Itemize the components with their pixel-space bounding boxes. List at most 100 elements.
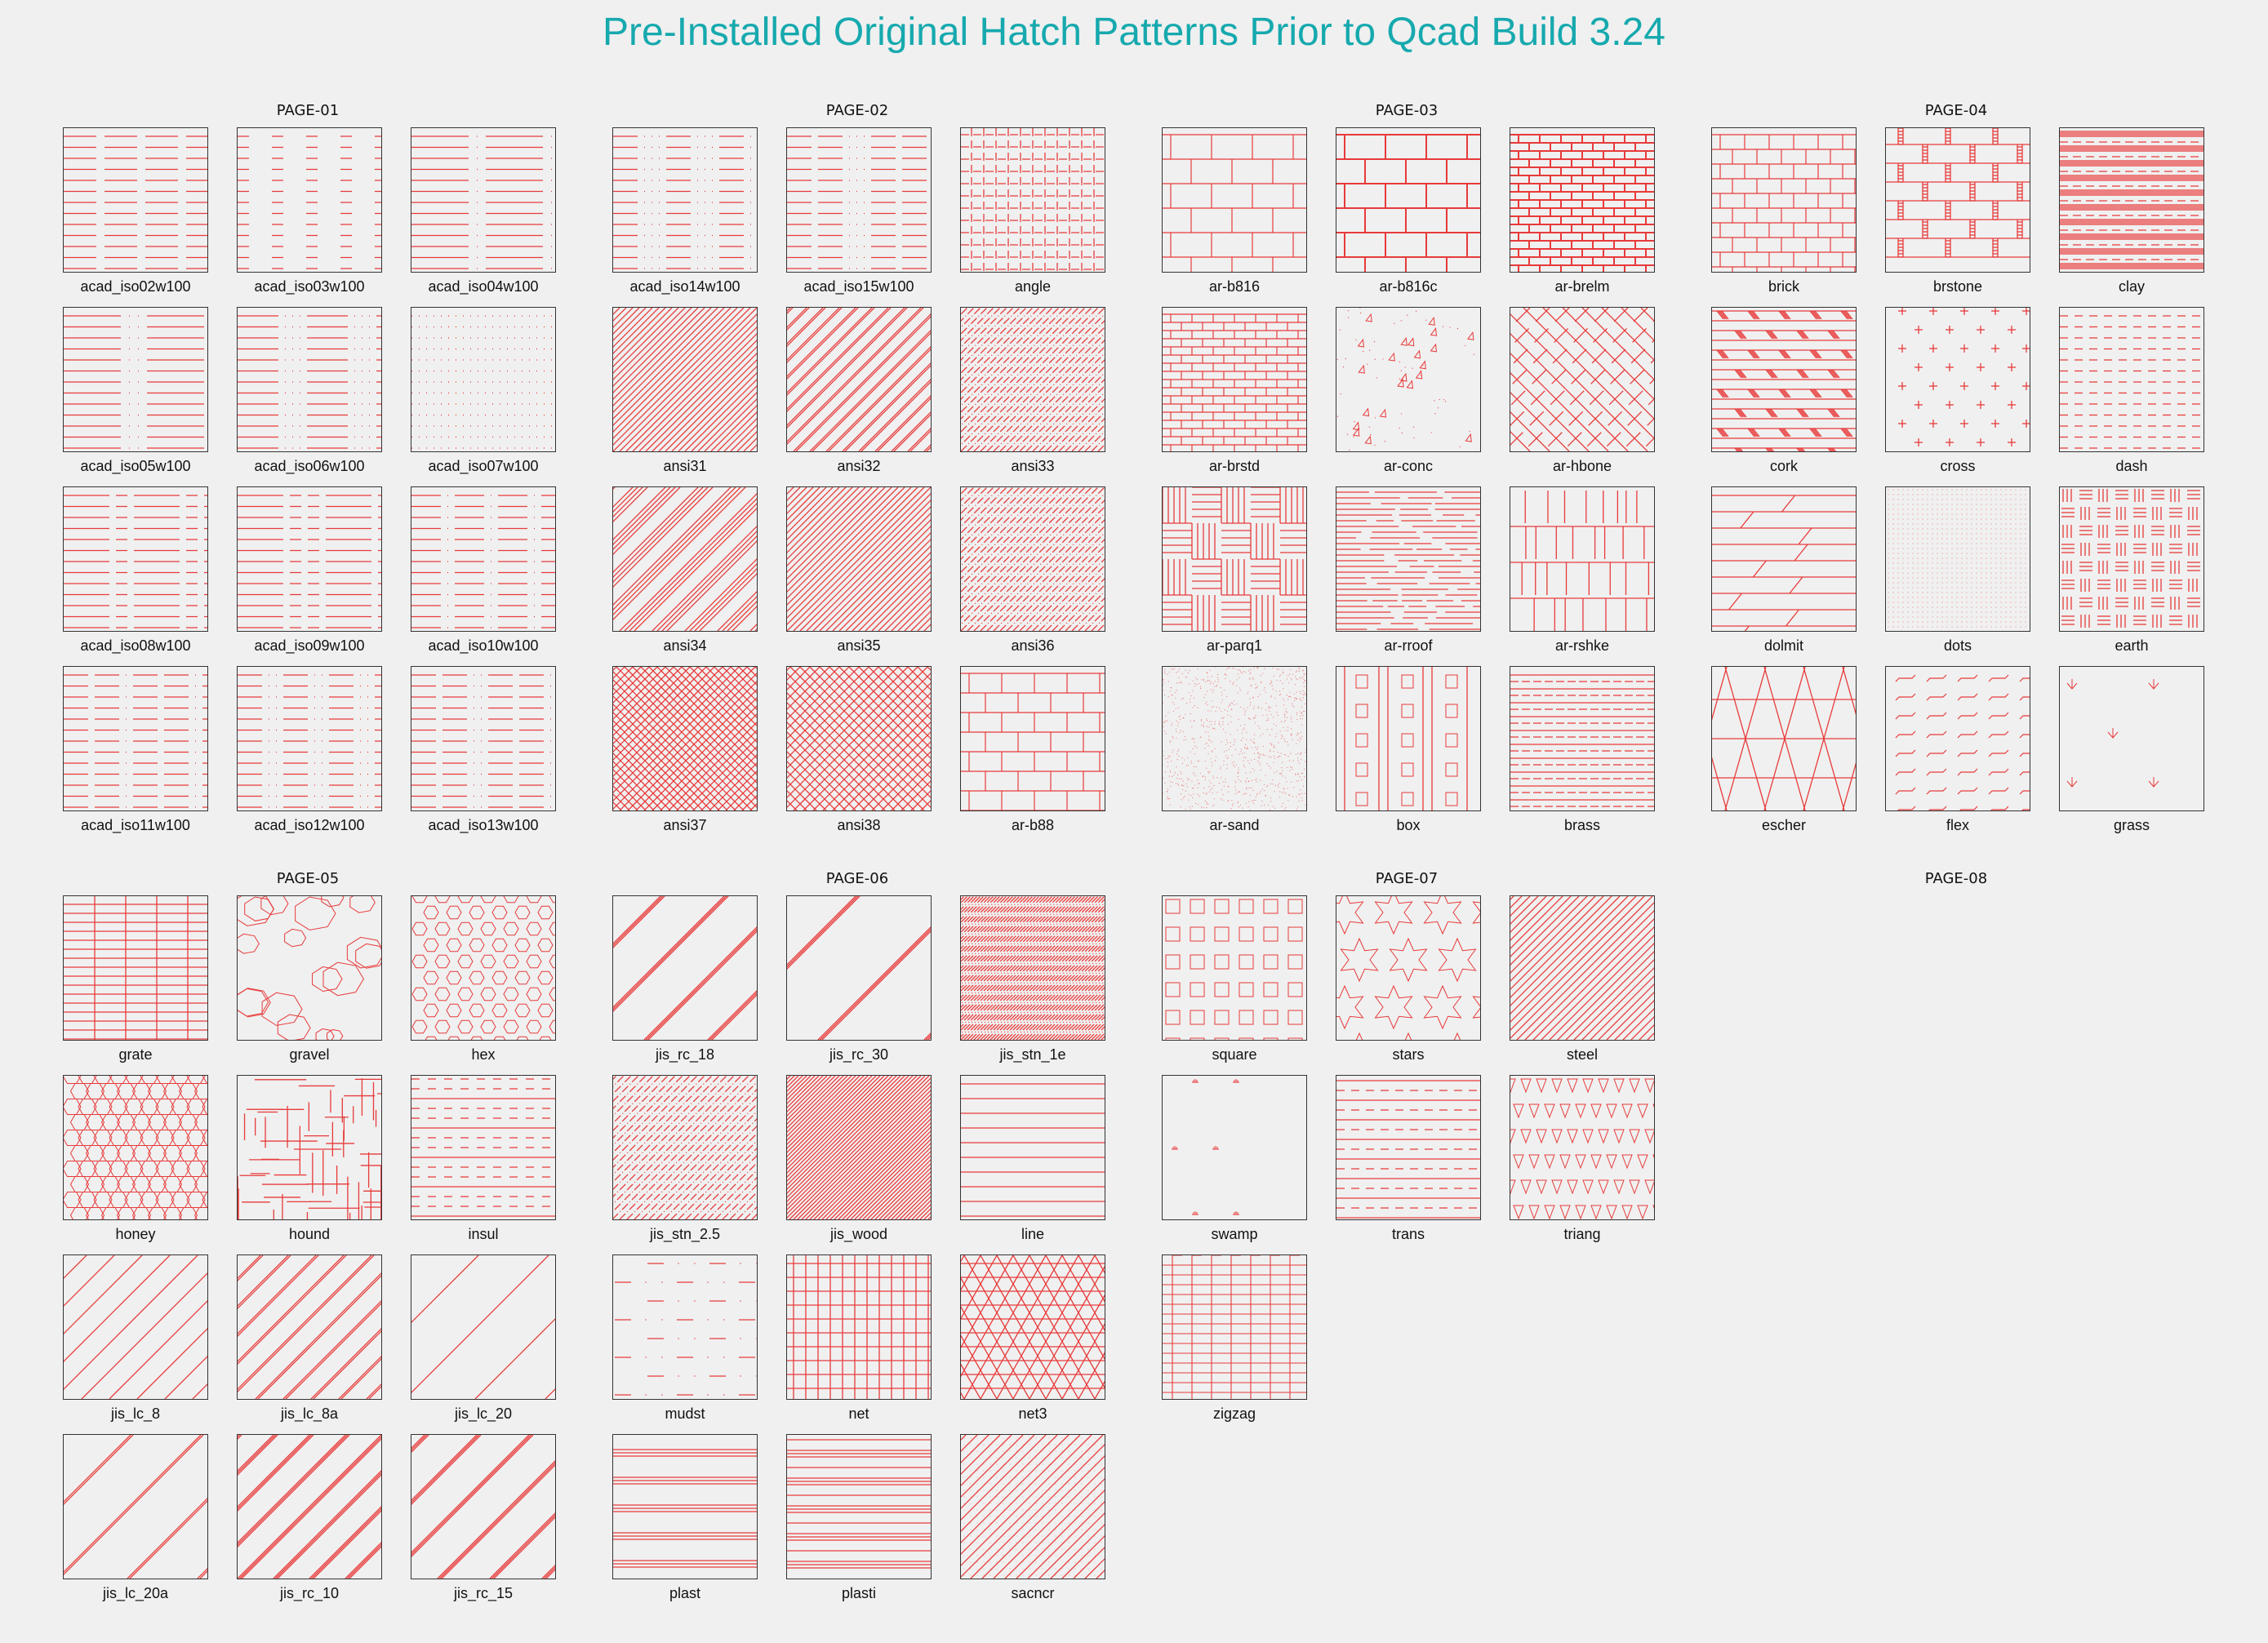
hatch-pattern-tile: plast [612, 1434, 758, 1602]
hatch-pattern-name: acad_iso15w100 [803, 278, 914, 295]
hatch-pattern-tile: dots [1885, 486, 2030, 655]
hatch-pattern-swatch [1336, 1075, 1481, 1220]
hatch-pattern-name: jis_rc_10 [279, 1585, 340, 1601]
hatch-pattern-name: cork [1769, 458, 1798, 474]
hatch-pattern-name: hound [288, 1226, 331, 1242]
hatch-pattern-swatch [63, 1434, 208, 1579]
hatch-pattern-swatch [786, 895, 932, 1041]
hatch-pattern-name: zigzag [1212, 1405, 1256, 1422]
hatch-pattern-swatch [612, 307, 758, 452]
hatch-pattern-tile: grate [63, 895, 208, 1064]
hatch-pattern-name: hex [471, 1046, 496, 1063]
page-label: PAGE-07 [1375, 870, 1439, 887]
hatch-pattern-tile: ansi31 [612, 307, 758, 475]
hatch-pattern-swatch [1711, 307, 1857, 452]
hatch-pattern-tile: hound [237, 1075, 382, 1243]
hatch-pattern-name: earth [2115, 637, 2149, 654]
hatch-pattern-swatch [1162, 1075, 1307, 1220]
hatch-pattern-name: ansi35 [837, 637, 881, 654]
hatch-pattern-swatch [63, 486, 208, 632]
hatch-pattern-tile: ar-b816c [1336, 127, 1481, 295]
hatch-pattern-tile: brstone [1885, 127, 2030, 295]
hatch-pattern-tile: jis_lc_8 [63, 1254, 208, 1423]
page-label: PAGE-03 [1375, 102, 1439, 119]
hatch-pattern-name: net [848, 1405, 869, 1422]
hatch-pattern-name: jis_rc_15 [453, 1585, 514, 1601]
hatch-pattern-name: acad_iso14w100 [629, 278, 740, 295]
hatch-pattern-tile: brass [1510, 666, 1655, 834]
hatch-pattern-swatch [612, 895, 758, 1041]
hatch-pattern-swatch [1711, 486, 1857, 632]
hatch-pattern-swatch [237, 486, 382, 632]
hatch-pattern-tile: ansi34 [612, 486, 758, 655]
hatch-pattern-tile: acad_iso08w100 [63, 486, 208, 655]
hatch-pattern-swatch [411, 895, 556, 1041]
hatch-pattern-name: line [1021, 1226, 1045, 1242]
hatch-pattern-tile: stars [1336, 895, 1481, 1064]
hatch-pattern-tile: ar-rshke [1510, 486, 1655, 655]
hatch-pattern-swatch [1162, 1254, 1307, 1400]
hatch-pattern-name: jis_rc_18 [655, 1046, 715, 1063]
hatch-pattern-swatch [786, 1254, 932, 1400]
hatch-pattern-swatch [786, 1434, 932, 1579]
hatch-pattern-tile: triang [1510, 1075, 1655, 1243]
hatch-pattern-tile: acad_iso15w100 [786, 127, 932, 295]
hatch-pattern-name: acad_iso10w100 [428, 637, 539, 654]
hatch-pattern-name: gravel [289, 1046, 330, 1063]
hatch-pattern-name: trans [1391, 1226, 1425, 1242]
hatch-pattern-swatch [786, 307, 932, 452]
hatch-pattern-name: cross [1940, 458, 1976, 474]
hatch-pattern-tile: ansi36 [960, 486, 1105, 655]
hatch-pattern-name: jis_lc_8a [280, 1405, 339, 1422]
hatch-pattern-swatch [960, 307, 1105, 452]
hatch-pattern-tile: ar-b816 [1162, 127, 1307, 295]
hatch-pattern-swatch [1336, 666, 1481, 811]
hatch-pattern-swatch [1510, 1075, 1655, 1220]
hatch-pattern-name: acad_iso08w100 [80, 637, 191, 654]
hatch-pattern-swatch [1885, 307, 2030, 452]
hatch-pattern-tile: escher [1711, 666, 1857, 834]
hatch-pattern-tile: ansi38 [786, 666, 932, 834]
hatch-pattern-swatch [411, 127, 556, 273]
hatch-pattern-tile: jis_lc_20a [63, 1434, 208, 1602]
hatch-pattern-name: dash [2115, 458, 2148, 474]
hatch-pattern-tile: line [960, 1075, 1105, 1243]
hatch-pattern-tile: ansi32 [786, 307, 932, 475]
hatch-pattern-tile: angle [960, 127, 1105, 295]
hatch-pattern-name: ansi34 [663, 637, 707, 654]
hatch-pattern-tile: acad_iso03w100 [237, 127, 382, 295]
hatch-pattern-name: jis_wood [829, 1226, 888, 1242]
hatch-pattern-swatch [411, 1434, 556, 1579]
hatch-pattern-swatch [786, 666, 932, 811]
hatch-pattern-swatch [1336, 486, 1481, 632]
hatch-pattern-tile: ansi33 [960, 307, 1105, 475]
hatch-pattern-name: plasti [841, 1585, 877, 1601]
hatch-pattern-swatch [237, 666, 382, 811]
hatch-pattern-swatch [63, 895, 208, 1041]
hatch-pattern-swatch [411, 486, 556, 632]
hatch-pattern-swatch [1162, 127, 1307, 273]
hatch-pattern-swatch [1510, 486, 1655, 632]
page-label: PAGE-08 [1924, 870, 1988, 887]
hatch-pattern-swatch [612, 486, 758, 632]
hatch-pattern-swatch [960, 1434, 1105, 1579]
hatch-pattern-name: ar-hbone [1552, 458, 1612, 474]
hatch-pattern-name: angle [1014, 278, 1052, 295]
hatch-pattern-name: ar-brelm [1554, 278, 1610, 295]
hatch-pattern-tile: box [1336, 666, 1481, 834]
hatch-pattern-tile: net [786, 1254, 932, 1423]
hatch-pattern-name: ar-rroof [1384, 637, 1433, 654]
hatch-pattern-tile: ar-conc [1336, 307, 1481, 475]
hatch-pattern-tile: acad_iso05w100 [63, 307, 208, 475]
hatch-pattern-swatch [237, 1075, 382, 1220]
hatch-pattern-swatch [612, 1254, 758, 1400]
hatch-pattern-name: steel [1566, 1046, 1599, 1063]
hatch-pattern-name: ar-rshke [1554, 637, 1609, 654]
hatch-pattern-tile: jis_rc_18 [612, 895, 758, 1064]
hatch-pattern-name: ar-b816 [1208, 278, 1261, 295]
hatch-pattern-name: jis_lc_20a [102, 1585, 169, 1601]
hatch-pattern-swatch [63, 307, 208, 452]
hatch-pattern-tile: acad_iso14w100 [612, 127, 758, 295]
hatch-pattern-tile: acad_iso07w100 [411, 307, 556, 475]
hatch-pattern-swatch [960, 486, 1105, 632]
